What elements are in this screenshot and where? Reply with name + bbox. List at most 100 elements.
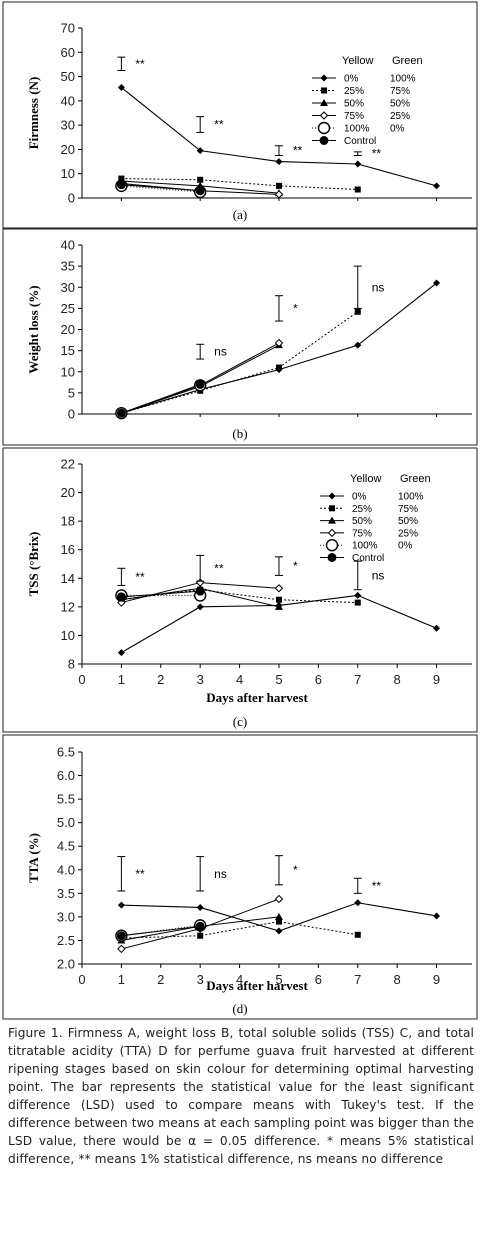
y-tick-label: 2.5 — [57, 933, 75, 948]
series-line — [121, 589, 358, 604]
series-filled-circle — [116, 921, 205, 941]
series-line — [121, 184, 201, 192]
series-line — [121, 383, 201, 414]
legend-green-label: 25% — [390, 111, 410, 122]
data-point — [116, 592, 126, 602]
y-tick-label: 60 — [61, 45, 75, 60]
data-point — [274, 894, 284, 904]
x-tick-label: 3 — [197, 672, 204, 687]
data-point — [327, 553, 337, 562]
series-line — [121, 311, 359, 414]
y-tick-label: 20 — [61, 142, 75, 157]
panel-label: (d) — [232, 1001, 247, 1016]
data-point — [196, 603, 204, 611]
panel-frame — [2, 447, 478, 733]
data-point — [195, 586, 205, 596]
significance-label: ns — [214, 345, 227, 359]
significance-label: ** — [135, 57, 145, 71]
data-point — [274, 912, 283, 920]
data-point — [195, 921, 205, 931]
y-tick-label: 5.5 — [57, 792, 75, 807]
data-point — [320, 74, 328, 82]
data-point — [116, 180, 126, 190]
data-point — [117, 944, 126, 954]
lsd-bar: ns — [196, 343, 227, 360]
data-point — [354, 186, 361, 193]
y-tick-label: 10 — [61, 166, 75, 181]
lsd-bar: ** — [117, 567, 145, 586]
panel-frame — [2, 228, 478, 446]
chart-panel-a: 0 10 20 30 40 50 60 70 Firmness (N) (a) ** ** ** ** Ye… — [2, 1, 478, 229]
panel-label: (b) — [232, 426, 247, 441]
legend-green-label: 25% — [398, 528, 418, 539]
y-tick-label: 0 — [68, 407, 75, 422]
legend-green-label: 50% — [390, 99, 410, 110]
data-point — [274, 338, 284, 348]
data-point — [116, 931, 126, 941]
legend-green-label: 75% — [398, 504, 418, 515]
series-filled-circle — [116, 586, 205, 602]
data-point — [117, 84, 125, 91]
legend-yellow-label: Control — [344, 136, 376, 147]
significance-label: ns — [372, 568, 385, 582]
y-tick-label: 40 — [61, 238, 75, 253]
significance-label: ** — [214, 118, 224, 132]
panel-frame — [2, 1, 478, 229]
panel-label: (a) — [233, 207, 247, 222]
legend-yellow-label: 25% — [352, 504, 372, 515]
data-point — [275, 158, 283, 166]
data-point — [433, 182, 441, 190]
x-tick-label: 7 — [354, 972, 361, 987]
x-axis-label: Days after harvest — [206, 978, 308, 993]
y-tick-label: 10 — [61, 628, 75, 643]
lsd-bar: ** — [353, 877, 381, 894]
data-point — [354, 591, 362, 599]
data-point — [274, 602, 283, 610]
significance-label: ** — [372, 147, 382, 161]
series-diamond — [117, 899, 441, 935]
data-point — [275, 918, 282, 925]
y-tick-label: 4.5 — [57, 839, 75, 854]
y-tick-label: 5 — [68, 385, 75, 400]
data-point — [197, 176, 204, 183]
series-filled-circle — [116, 379, 205, 418]
data-point — [319, 136, 329, 145]
significance-label: * — [293, 301, 298, 315]
series-square — [118, 586, 361, 606]
legend-yellow-label: 75% — [352, 528, 372, 539]
panel-frame — [2, 734, 478, 1020]
x-tick-label: 5 — [275, 972, 282, 987]
x-tick-label: 2 — [157, 972, 164, 987]
x-tick-label: 0 — [78, 672, 85, 687]
x-tick-label: 8 — [394, 672, 401, 687]
y-tick-label: 40 — [61, 93, 75, 108]
significance-label: ** — [135, 867, 145, 881]
data-point — [195, 379, 205, 389]
y-tick-label: 70 — [61, 21, 75, 36]
data-point — [319, 111, 329, 120]
significance-label: ** — [135, 570, 145, 584]
y-tick-label: 35 — [61, 259, 75, 274]
series-line — [121, 384, 201, 414]
x-tick-label: 7 — [354, 672, 361, 687]
legend-green-label: 75% — [390, 86, 410, 97]
series-line — [121, 921, 358, 939]
y-axis-label: TSS (°Brix) — [26, 532, 41, 597]
lsd-bar: * — [274, 556, 298, 576]
panel-label: (c) — [233, 714, 247, 729]
y-tick-label: 6.0 — [57, 768, 75, 783]
data-point — [275, 182, 282, 189]
legend-yellow-label: 0% — [344, 74, 359, 85]
data-point — [274, 584, 284, 593]
data-point — [354, 160, 362, 168]
series-open-circle — [115, 179, 207, 199]
x-tick-label: 0 — [78, 972, 85, 987]
legend-green-label: 100% — [390, 74, 416, 85]
lsd-bar: ns — [353, 265, 384, 309]
y-tick-label: 3.5 — [57, 886, 75, 901]
data-point — [354, 341, 362, 349]
y-tick-label: 14 — [61, 571, 75, 586]
